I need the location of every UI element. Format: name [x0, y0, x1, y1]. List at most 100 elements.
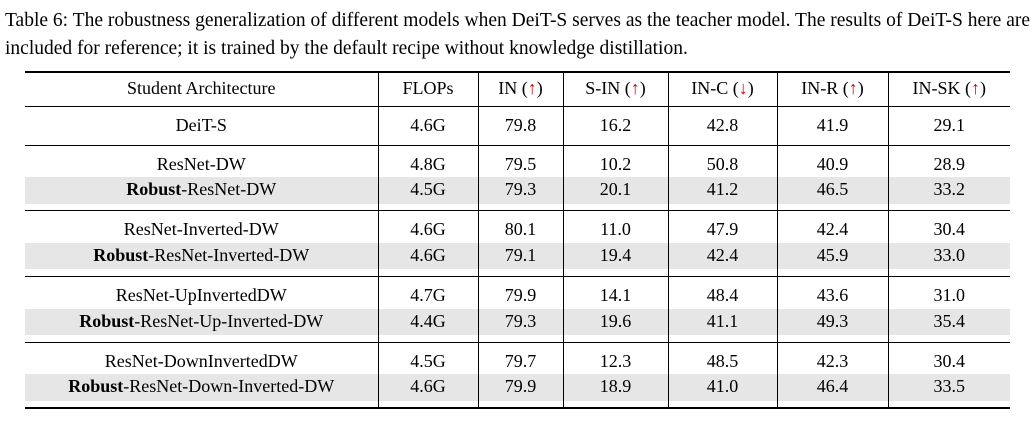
metric-cell: 79.5 [477, 144, 563, 178]
metric-cell: 19.4 [562, 242, 668, 270]
spacer-cell [377, 203, 478, 211]
student-architecture-cell: ResNet-UpInvertedDW [25, 275, 378, 309]
metric-cell: 79.8 [477, 106, 563, 146]
metric-cell: 33.5 [887, 374, 1010, 401]
column-label: IN-R ( [801, 78, 849, 99]
metric-cell: 41.1 [667, 308, 777, 336]
student-architecture-cell: ResNet-DownInvertedDW [25, 341, 378, 375]
robust-prefix: Robust [68, 376, 124, 397]
metric-cell: 79.7 [477, 341, 563, 375]
column-label: S-IN ( [585, 78, 631, 99]
metric-cell: 30.4 [887, 341, 1010, 375]
spacer-cell [887, 203, 1010, 211]
column-header-4: IN-C (↓) [667, 71, 777, 107]
down-arrow-icon: ↓ [738, 78, 748, 99]
metric-cell: 47.9 [667, 210, 777, 243]
robust-prefix: Robust [126, 179, 182, 200]
metric-cell: 40.9 [776, 144, 888, 178]
spacer-cell [562, 203, 668, 211]
metric-cell: 45.9 [776, 242, 888, 270]
metric-cell: 4.5G [377, 177, 478, 204]
spacer-cell [887, 269, 1010, 277]
spacer-cell [562, 269, 668, 277]
student-architecture-cell: Robust-ResNet-DW [25, 177, 378, 204]
table-row: Robust-ResNet-Down-Inverted-DW 4.6G 79.9 18… [25, 374, 1010, 401]
spacer-cell [667, 335, 777, 343]
column-label: IN-SK ( [912, 78, 972, 99]
metric-cell: 79.3 [477, 308, 563, 336]
spacer-cell [887, 335, 1010, 343]
metric-cell: 48.5 [667, 341, 777, 375]
spacer-cell [776, 400, 888, 409]
group-spacer [25, 203, 1010, 211]
metric-cell: 42.8 [667, 106, 777, 146]
metric-cell: 18.9 [562, 374, 668, 401]
metric-cell: 42.4 [667, 242, 777, 270]
student-architecture-cell: DeiT-S [175, 114, 227, 135]
spacer-cell [562, 335, 668, 343]
table-row: ResNet-DownInvertedDW 4.5G 79.7 12.3 48.5 42.… [25, 341, 1010, 375]
metric-cell: 79.3 [477, 177, 563, 204]
column-header-5: IN-R (↑) [776, 71, 888, 107]
table-wrapper: Student Architecture FLOPs IN (↑) S-IN (↑) I… [5, 71, 1030, 409]
spacer-cell [477, 203, 563, 211]
metric-cell: 43.6 [776, 275, 888, 309]
spacer-cell [477, 269, 563, 277]
robust-prefix: Robust [79, 310, 135, 331]
column-label-close: ) [639, 78, 646, 99]
student-architecture-cell: ResNet-DW [25, 144, 378, 178]
metric-cell: 41.9 [776, 106, 888, 146]
student-architecture-cell: ResNet-Inverted-DW [25, 210, 378, 243]
column-label-close: ) [747, 78, 754, 99]
column-header-2: IN (↑) [477, 71, 563, 107]
metric-cell: 4.5G [377, 341, 478, 375]
metric-cell: 19.6 [562, 308, 668, 336]
spacer-cell [776, 203, 888, 211]
metric-cell: 4.6G [377, 106, 478, 146]
up-arrow-icon: ↑ [630, 78, 640, 99]
spacer-cell [25, 400, 378, 409]
spacer-cell [477, 335, 563, 343]
up-arrow-icon: ↑ [527, 78, 537, 99]
metric-cell: 80.1 [477, 210, 563, 243]
metric-cell: 35.4 [887, 308, 1010, 336]
spacer-cell [562, 400, 668, 409]
column-label-close: ) [857, 78, 864, 99]
metric-cell: 49.3 [776, 308, 888, 336]
column-header-3: S-IN (↑) [562, 71, 668, 107]
metric-cell: 42.3 [776, 341, 888, 375]
up-arrow-icon: ↑ [848, 78, 858, 99]
column-label-close: ) [536, 78, 543, 99]
column-label: IN-C ( [691, 78, 739, 99]
spacer-cell [477, 400, 563, 409]
metric-cell: 4.6G [377, 374, 478, 401]
metric-cell: 33.0 [887, 242, 1010, 270]
results-table: Student Architecture FLOPs IN (↑) S-IN (↑) I… [25, 71, 1010, 409]
student-architecture-cell: Robust-ResNet-Up-Inverted-DW [25, 308, 378, 336]
metric-cell: 30.4 [887, 210, 1010, 243]
spacer-cell [887, 400, 1010, 409]
metric-cell: 11.0 [562, 210, 668, 243]
column-header-student-architecture: Student Architecture [25, 71, 378, 107]
metric-cell: 41.2 [667, 177, 777, 204]
column-header-1: FLOPs [377, 71, 478, 107]
metric-cell: 12.3 [562, 341, 668, 375]
spacer-cell [776, 269, 888, 277]
student-architecture-cell: Robust-ResNet-Inverted-DW [25, 242, 378, 270]
metric-cell: 4.6G [377, 242, 478, 270]
spacer-cell [667, 269, 777, 277]
metric-cell: 16.2 [562, 106, 668, 146]
metric-cell: 4.4G [377, 308, 478, 336]
metric-cell: 4.7G [377, 275, 478, 309]
student-architecture-cell: Robust-ResNet-Down-Inverted-DW [25, 374, 378, 401]
robust-prefix: Robust [93, 244, 149, 265]
column-label: FLOPs [402, 78, 454, 99]
column-header-6: IN-SK (↑) [887, 71, 1010, 107]
metric-cell: 4.6G [377, 210, 478, 243]
column-label-close: ) [980, 78, 986, 99]
table-row: DeiT-S 4.6G 79.8 16.2 42.8 41.9 29.1 [25, 106, 1010, 146]
table-row: Robust-ResNet-Inverted-DW 4.6G 79.1 19.4 42.… [25, 242, 1010, 270]
spacer-cell [667, 203, 777, 211]
spacer-cell [667, 400, 777, 409]
spacer-cell [25, 335, 378, 342]
